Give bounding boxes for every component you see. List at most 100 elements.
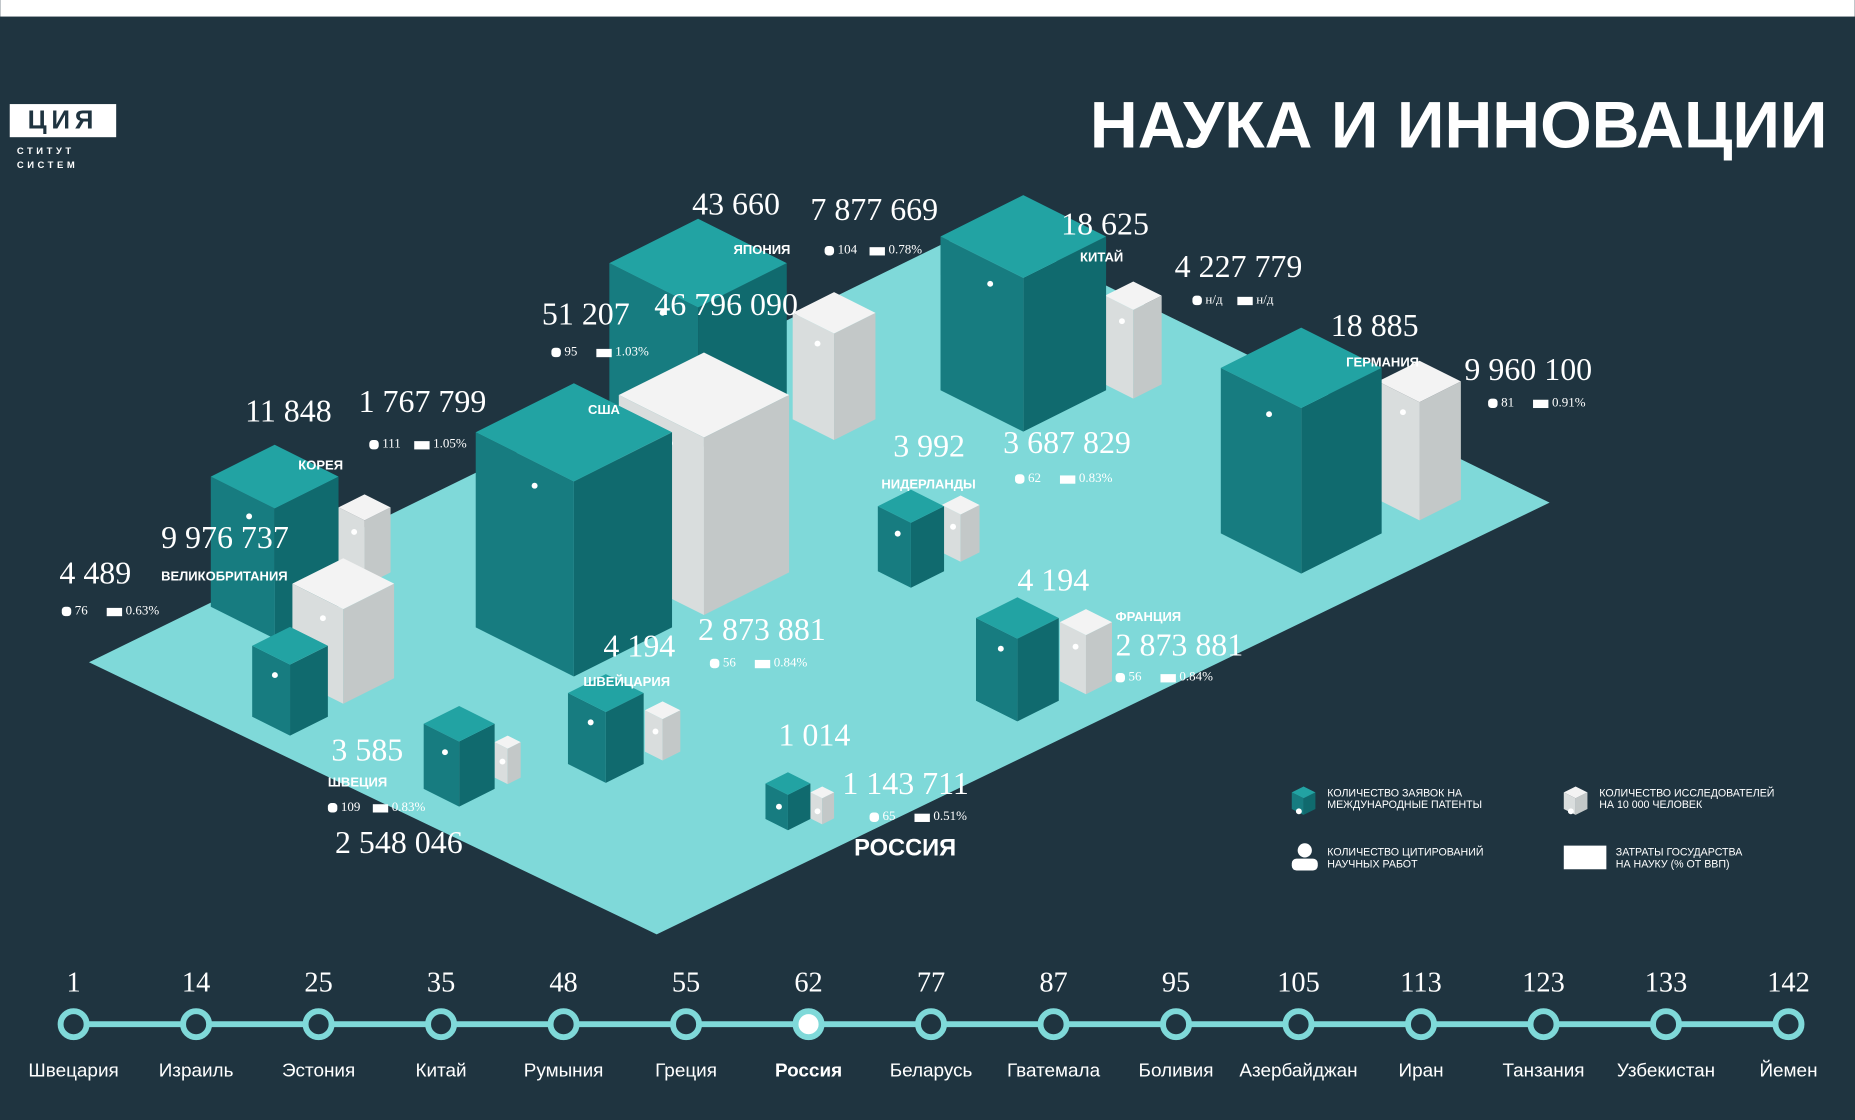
legend-text: НА 10 000 ЧЕЛОВЕК <box>1599 799 1703 811</box>
ranking-country: Узбекистан <box>1617 1061 1715 1082</box>
ranking-country: Йемен <box>1759 1060 1817 1082</box>
patents-value: 4 489 <box>59 555 131 590</box>
cube-dot <box>775 803 782 810</box>
country-name: НИДЕРЛАНДЫ <box>881 476 975 491</box>
legend-icon <box>1563 845 1607 870</box>
cube-top <box>338 494 391 521</box>
cube-top <box>210 444 339 509</box>
country-name: ШВЕЦИЯ <box>328 774 387 789</box>
patents-value: 11 848 <box>245 393 332 428</box>
patents-value: 4 194 <box>1017 562 1089 597</box>
researchers-value: 104 <box>838 242 858 257</box>
timeline-node <box>302 1008 335 1041</box>
spending-icon <box>754 659 771 669</box>
patents-value: 51 207 <box>542 296 630 331</box>
cube-left <box>1059 622 1086 695</box>
cube-top <box>765 772 811 795</box>
cube-right <box>507 742 521 785</box>
cube-left <box>941 505 961 562</box>
cube-dot <box>1072 643 1079 650</box>
cube-right <box>1419 381 1461 521</box>
cube-top <box>423 706 495 742</box>
timeline-node <box>547 1008 580 1041</box>
cube-right <box>1017 617 1059 722</box>
patents-value: 4 194 <box>603 629 675 664</box>
rank: 77 <box>917 968 945 999</box>
researchers-icon <box>869 812 880 822</box>
patents-value: 43 660 <box>692 186 780 221</box>
top-strip <box>0 0 1855 17</box>
cube-dot <box>997 645 1004 652</box>
country-name: США <box>588 402 620 417</box>
researchers-icon <box>1192 295 1202 306</box>
spending-icon <box>1160 674 1176 683</box>
spending-icon <box>414 441 430 450</box>
cube-top <box>475 383 673 482</box>
cube-left <box>940 236 1024 432</box>
researchers-value: н/д <box>1205 291 1223 306</box>
researchers-icon <box>61 606 72 617</box>
ranking-country: Боливия <box>1139 1061 1214 1082</box>
citations-value: 1 767 799 <box>359 384 487 419</box>
researchers-icon <box>327 803 338 813</box>
timeline-node <box>1405 1008 1437 1041</box>
cube-left <box>567 693 606 783</box>
cube-right <box>343 583 395 704</box>
researchers-icon <box>551 347 561 358</box>
legend-text: КОЛИЧЕСТВО ЦИТИРОВАНИЙ <box>1327 846 1483 859</box>
cube-dot <box>271 672 278 679</box>
cube-left <box>1220 367 1302 574</box>
rank: 113 <box>1400 968 1442 999</box>
rank: 1 <box>67 968 81 999</box>
ranking-country: Азербайджан <box>1239 1061 1357 1082</box>
timeline-node <box>1527 1008 1560 1041</box>
cube-right <box>1301 367 1382 574</box>
cube-right <box>573 432 673 677</box>
cube-top <box>494 735 521 749</box>
country-name: КИТАЙ <box>1080 249 1123 264</box>
ranking-country: Танзания <box>1502 1061 1584 1082</box>
cube-right <box>703 395 790 615</box>
citations-value: 46 796 090 <box>654 287 798 322</box>
cube-dot <box>587 719 594 726</box>
cube-left <box>792 312 835 440</box>
cube-dot <box>1567 808 1574 815</box>
timeline-node <box>425 1008 458 1041</box>
citations-value: 9 976 737 <box>161 520 289 555</box>
spending-icon <box>106 607 123 617</box>
rank: 95 <box>1162 968 1190 999</box>
rank: 14 <box>182 968 210 999</box>
cube-left <box>1104 295 1134 399</box>
timeline-node <box>1650 1008 1682 1041</box>
cube-dot <box>1266 411 1273 418</box>
researchers-icon <box>1488 398 1498 409</box>
legend-text: НАУЧНЫХ РАБОТ <box>1327 858 1418 870</box>
cube-dot <box>351 529 358 535</box>
cube-left <box>475 432 574 677</box>
legend-text: НА НАУКУ (% ОТ ВВП) <box>1616 858 1730 870</box>
timeline-node <box>1037 1008 1070 1041</box>
cube-dot <box>246 513 253 520</box>
spending-value: 1.03% <box>615 343 649 358</box>
spending-value: 0.84% <box>1179 669 1213 684</box>
spending-value: 0.63% <box>126 602 160 617</box>
cube-top <box>1378 360 1461 403</box>
cube-right <box>1575 792 1588 815</box>
legend-icon <box>1291 858 1318 871</box>
patents-value: 18 885 <box>1331 308 1419 343</box>
spending-value: 0.91% <box>1552 394 1586 409</box>
cube-dot <box>1295 808 1302 815</box>
cube-top <box>292 558 395 610</box>
cube-left <box>1378 381 1420 521</box>
cube-top <box>940 195 1107 278</box>
country-name: ВЕЛИКОБРИТАНИЯ <box>161 569 288 584</box>
cube-left <box>975 617 1018 722</box>
cube-right <box>910 506 945 588</box>
legend-text: КОЛИЧЕСТВО ЗАЯВОК НА <box>1327 787 1463 799</box>
citations-value: 2 873 881 <box>1116 627 1244 662</box>
rank: 133 <box>1645 968 1688 999</box>
spending-value: 0.83% <box>392 799 426 814</box>
timeline-node <box>1282 1008 1315 1041</box>
rank: 55 <box>672 968 700 999</box>
